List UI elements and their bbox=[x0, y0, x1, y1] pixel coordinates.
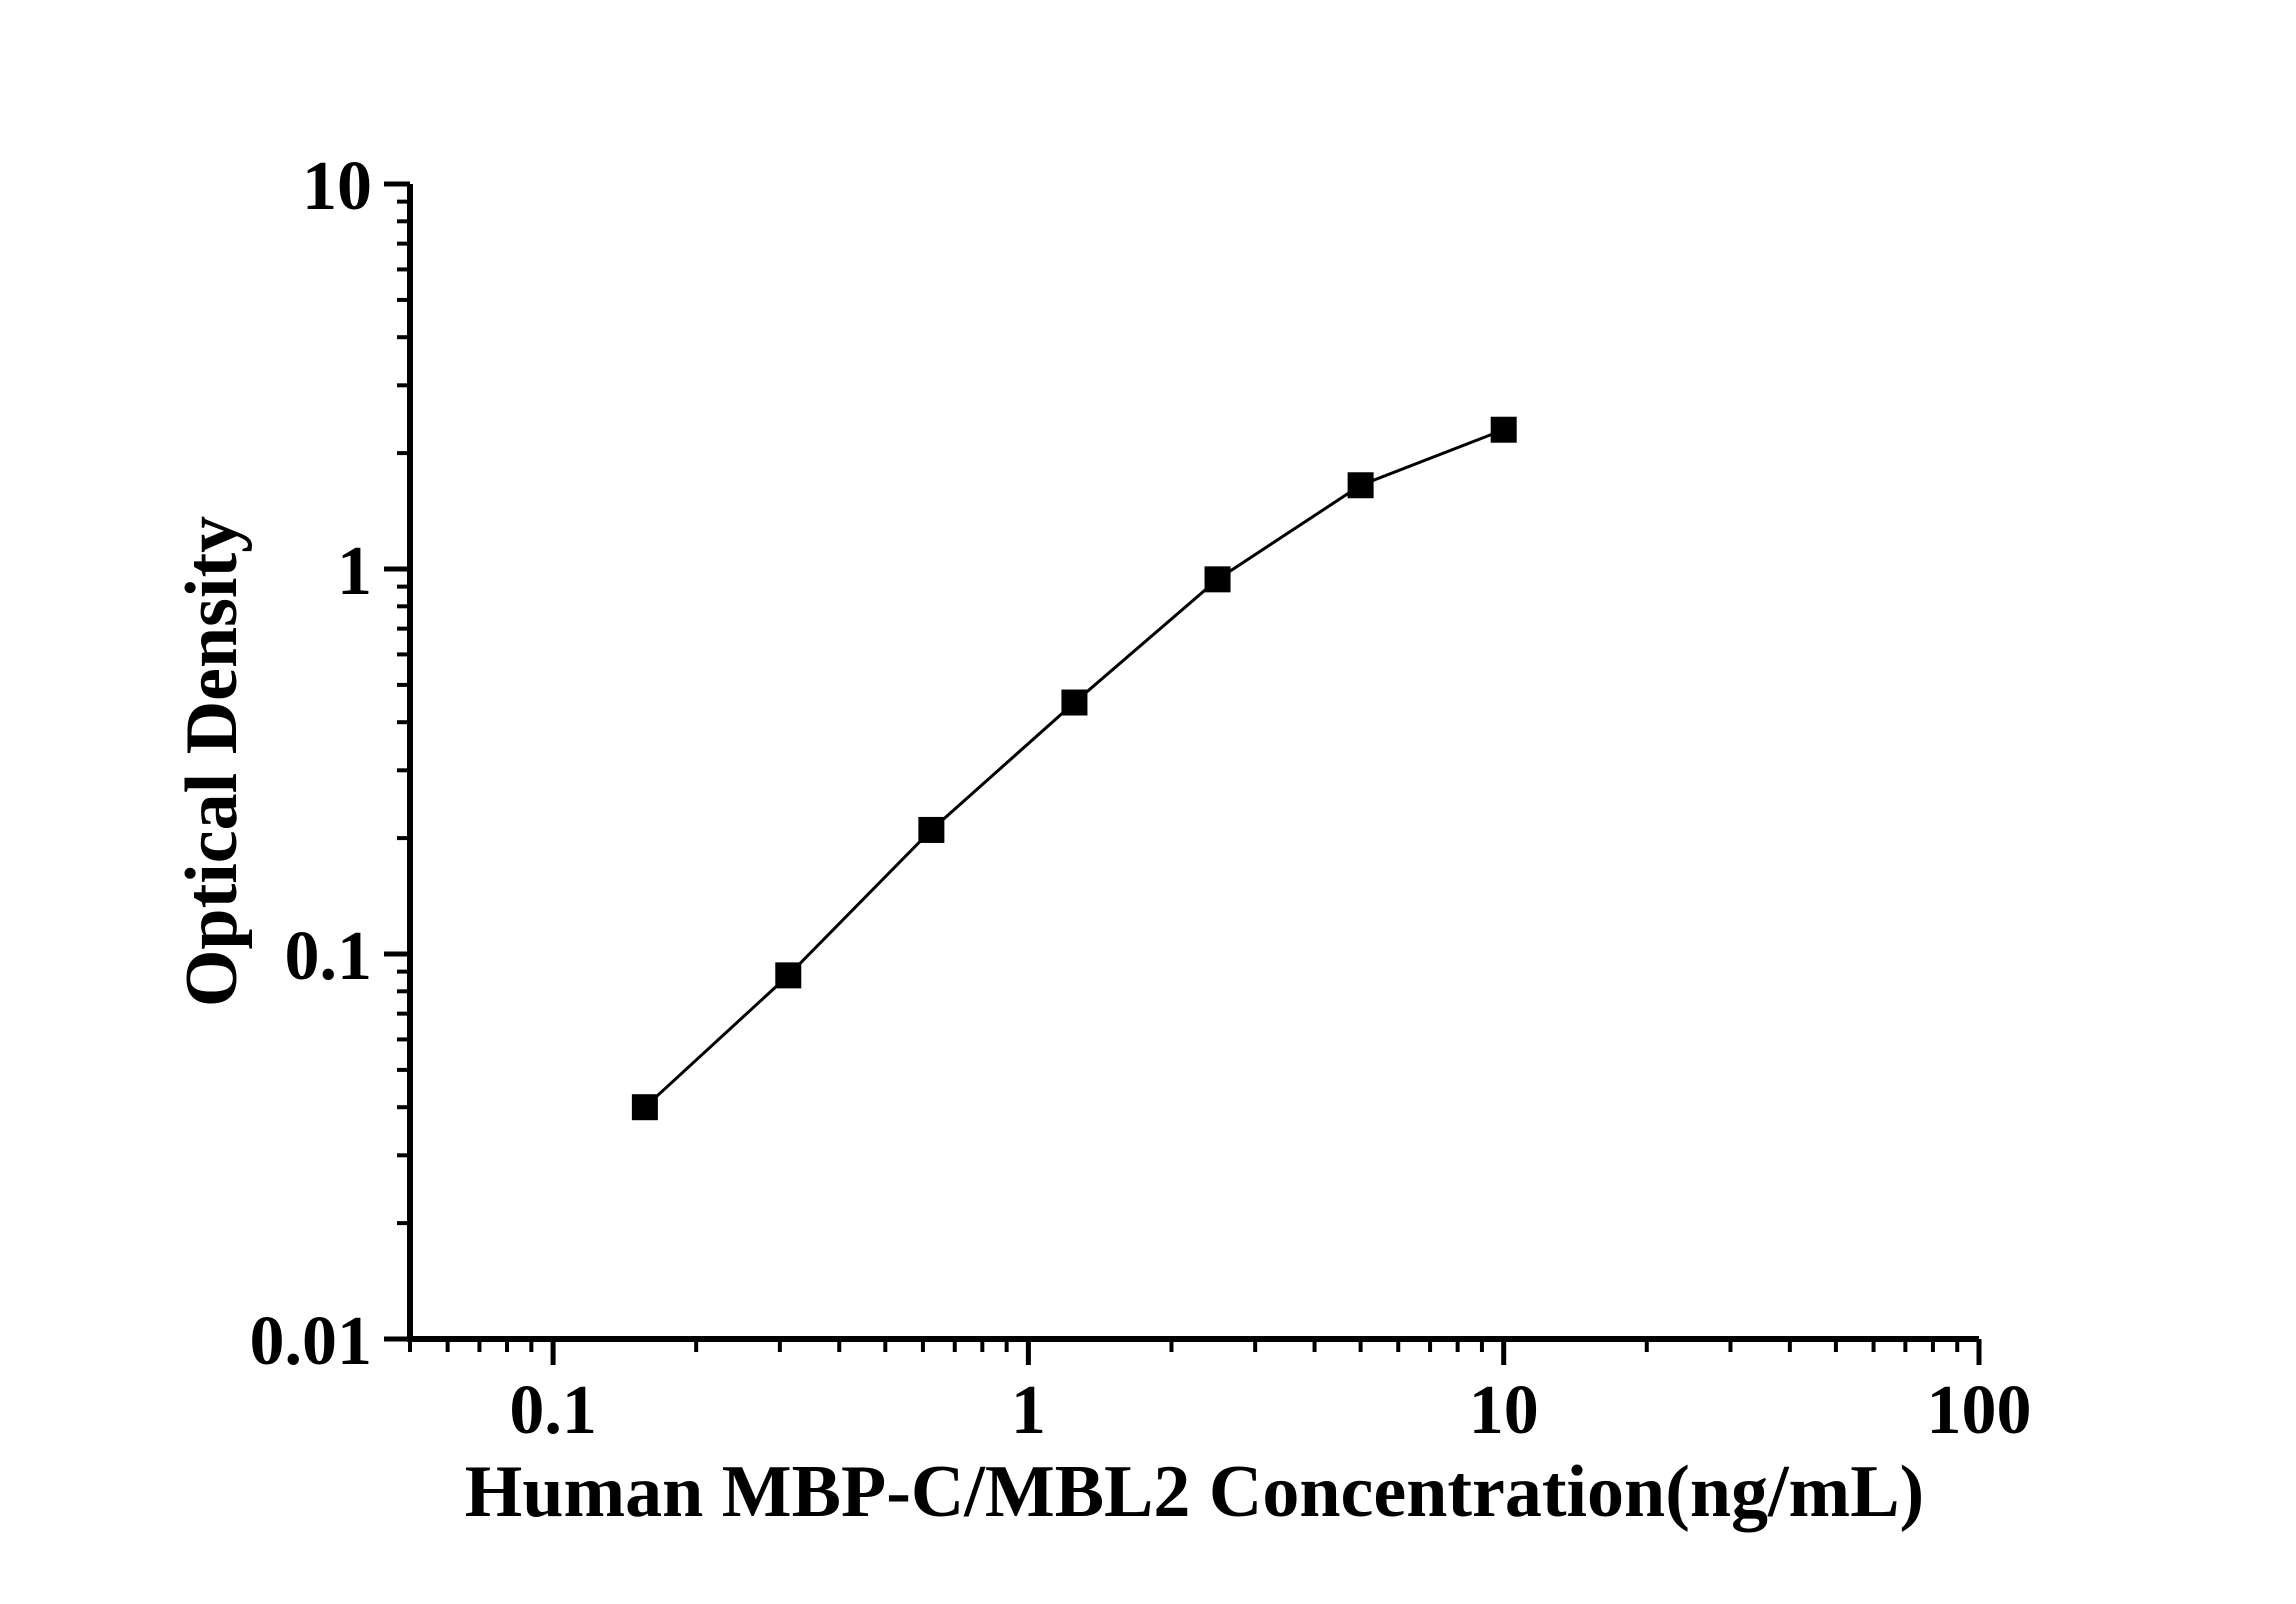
data-point-marker bbox=[1347, 472, 1374, 499]
data-point-marker bbox=[1490, 416, 1517, 443]
y-tick-label: 0.01 bbox=[250, 1303, 373, 1380]
data-point-marker bbox=[918, 816, 945, 843]
data-point-marker bbox=[1061, 689, 1088, 716]
x-tick-label: 100 bbox=[1927, 1372, 2032, 1449]
y-axis-title: Optical Density bbox=[171, 516, 253, 1007]
data-points bbox=[631, 416, 1517, 1121]
series-group bbox=[631, 416, 1517, 1121]
data-point-marker bbox=[631, 1094, 658, 1121]
y-tick-label: 10 bbox=[302, 148, 372, 225]
x-axis-ticks: 0.1 1 10 100 bbox=[408, 1339, 2032, 1449]
y-tick-label: 0.1 bbox=[285, 918, 373, 995]
x-tick-label: 10 bbox=[1469, 1372, 1539, 1449]
data-point-marker bbox=[1204, 566, 1231, 593]
y-axis-ticks: 0.01 0.1 1 10 bbox=[250, 148, 410, 1380]
x-axis-title: Human MBP-C/MBL2 Concentration(ng/mL) bbox=[465, 1451, 1924, 1533]
series-line bbox=[643, 428, 1505, 1109]
axes-spine bbox=[407, 184, 1979, 1342]
data-point-marker bbox=[775, 962, 802, 989]
x-tick-label: 1 bbox=[1011, 1372, 1046, 1449]
x-tick-label: 0.1 bbox=[509, 1372, 597, 1449]
y-tick-label: 1 bbox=[337, 533, 372, 610]
